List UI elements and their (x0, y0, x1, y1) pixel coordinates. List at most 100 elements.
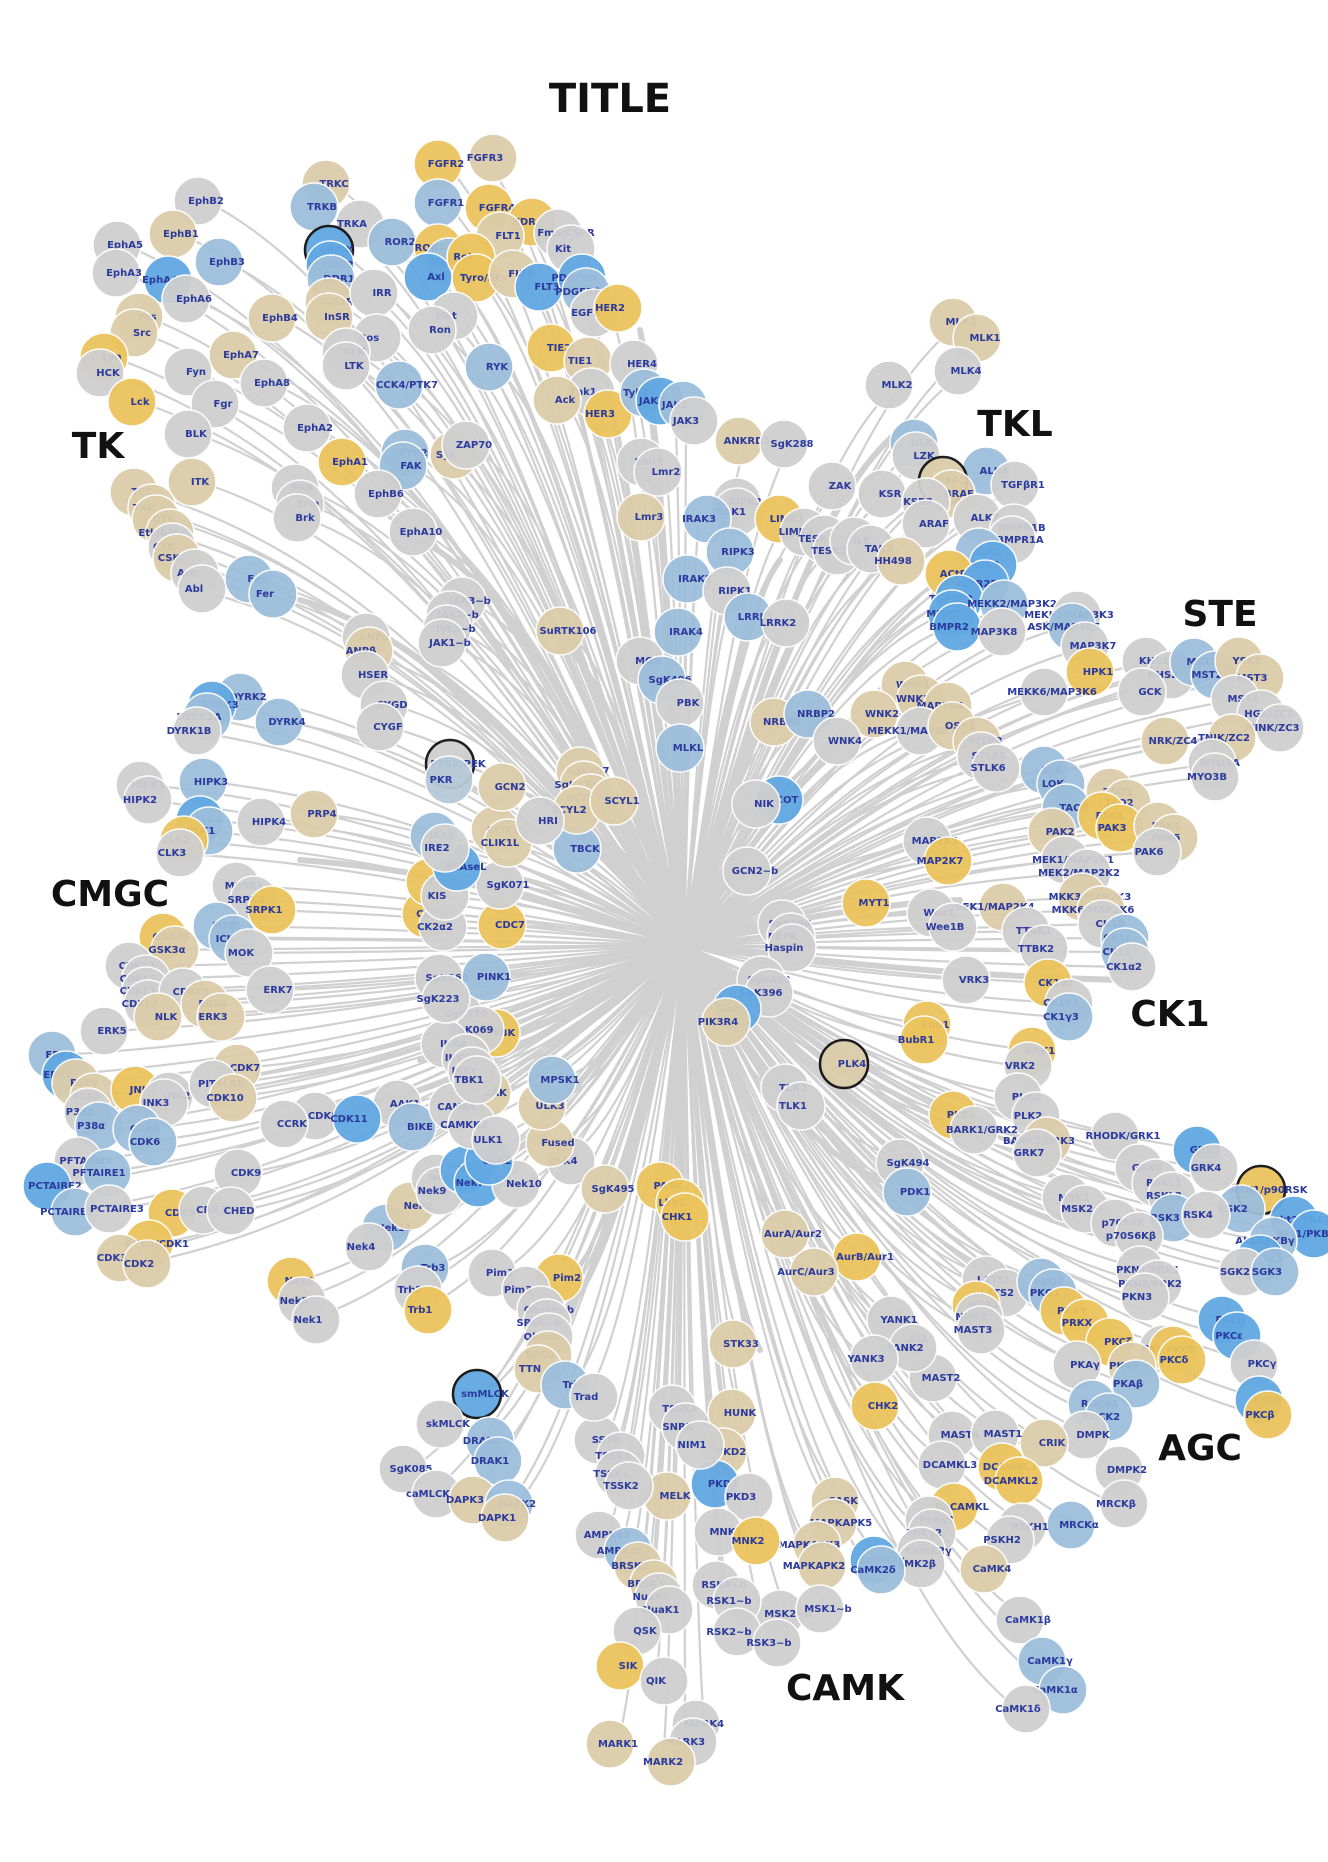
kinase-node: HIPK2 (123, 775, 173, 825)
tree-branch (53, 943, 686, 1188)
kinase-node: ERK7 (245, 965, 295, 1015)
kinase-circle (760, 1209, 810, 1259)
kinase-node: PLK4 (818, 1038, 870, 1090)
kinase-circle (355, 702, 405, 752)
kinase-label: SgK288 (771, 439, 814, 450)
tree-branch (571, 943, 686, 1387)
kinase-circle (417, 618, 467, 668)
kinase-circle (818, 1038, 870, 1090)
kinase-node: IRE2 (420, 823, 470, 873)
kinase-node: Abl (177, 564, 227, 614)
kinase-node: Trad (569, 1372, 619, 1422)
kinase-node: STLK6 (970, 743, 1021, 793)
kinase-label: SNRK (662, 1422, 694, 1433)
kinase-node: LRRK2 (760, 598, 811, 648)
kinase-label: KDR (512, 217, 536, 228)
kinase-node: SCYL1 (589, 776, 640, 826)
kinase-circle (388, 507, 438, 557)
kinase-label: RYK (486, 362, 509, 373)
kinase-label: SgK495 (592, 1184, 635, 1195)
kinase-circle (91, 248, 141, 298)
kinase-node: CaMK1δ (995, 1684, 1051, 1734)
kinase-node: MINK/ZC3 (1245, 703, 1305, 753)
tree-branch (682, 621, 780, 947)
kinase-circle (653, 607, 703, 657)
kinase-node: NIK (731, 779, 781, 829)
tree-branch (682, 943, 1057, 1692)
kinase-circle (421, 974, 471, 1024)
kinase-label: BLK (185, 429, 208, 440)
kinase-label: NIM1 (678, 1440, 707, 1451)
kinase-label: SRPK1 (246, 905, 283, 916)
kinase-label: FAK (400, 461, 422, 472)
kinase-label: ERK5 (97, 1026, 126, 1037)
kinase-node: VRK3 (941, 955, 991, 1005)
kinase-label: Lmr3 (635, 512, 664, 523)
tree-branch (682, 549, 831, 947)
kinase-label: PLK4 (838, 1059, 866, 1070)
kinase-node: CaMK2β (890, 1539, 946, 1589)
kinase-label: Nek11 (376, 1223, 412, 1234)
kinase-label: Nek7 (456, 1178, 485, 1189)
kinase-label: MAPKAPK2 (783, 1561, 846, 1572)
kinase-label: CCK4/PTK7 (376, 380, 438, 391)
tree-branch (584, 943, 686, 1399)
tree-branch (58, 943, 686, 1057)
kinase-label: TAK1 (865, 544, 894, 555)
kinase-circle (155, 828, 205, 878)
kinase-circle (461, 952, 511, 1002)
kinase-label: LRRK2 (760, 618, 797, 629)
kinase-label: MEKK2/MAP3K2 (967, 599, 1057, 610)
kinase-circle (403, 1285, 453, 1335)
kinase-circle (776, 1081, 826, 1131)
kinase-label: p70S6Kβ (1106, 1231, 1156, 1242)
kinase-circle (1107, 942, 1157, 992)
kinase-label: SEK1/MAP2K4 (955, 902, 1034, 913)
kinase-label: PCTAIRE3 (90, 1204, 144, 1215)
kinase-node: HIPK3 (178, 757, 228, 807)
tree-branch (682, 943, 1063, 1019)
kinase-circle (480, 1493, 530, 1543)
kinase-circle (247, 885, 297, 935)
kinase-label: FGFR1 (428, 198, 465, 209)
kinase-label: EGFR (571, 308, 601, 319)
kinase-label: SGK3 (1252, 1267, 1282, 1278)
kinase-label: JAK1 (638, 396, 665, 407)
kinase-node: MLK4 (933, 346, 983, 396)
kinase-circle (107, 377, 157, 427)
kinase-label: CDK9 (231, 1168, 261, 1179)
kinase-label: MLK1 (969, 333, 1000, 344)
kinase-label: BRAF (944, 489, 974, 500)
kinase-circle (977, 607, 1027, 657)
kinase-label: TAO3 (1059, 803, 1088, 814)
kinase-circle (206, 1186, 256, 1236)
kinase-label: ITK (191, 477, 211, 488)
kinase-circle (451, 1368, 503, 1420)
kinase-node: HER2 (593, 283, 643, 333)
kinase-label: IRAK3 (682, 514, 716, 525)
kinase-node: Axl (403, 252, 453, 302)
kinase-circle (1111, 1359, 1161, 1409)
kinase-node: ERK5 (79, 1006, 129, 1056)
kinase-circle (332, 1094, 382, 1144)
kinase-node: EphB3 (194, 237, 245, 287)
kinase-circle (167, 457, 217, 507)
kinase-node: PDK1 (882, 1167, 932, 1217)
kinase-circle (731, 1516, 781, 1566)
kinase-circle (161, 274, 211, 324)
kinase-label: TLK1 (779, 1101, 807, 1112)
kinase-circle (882, 1167, 932, 1217)
kinase-label: PCTAIRE2 (28, 1181, 82, 1192)
kinase-circle (701, 997, 751, 1047)
kinase-label: RSK2 (1218, 1204, 1248, 1215)
kinase-node: CK1γ3 (1043, 992, 1094, 1042)
kinase-circle (75, 348, 125, 398)
kinase-label: ALK4 (980, 466, 1009, 477)
kinase-circle (317, 437, 367, 487)
kinase-label: Pim2 (553, 1273, 581, 1284)
kinase-circle (995, 1595, 1045, 1645)
kinase-label: CaMK1δ (995, 1704, 1041, 1715)
kinase-label: Nek9 (418, 1186, 447, 1197)
kinase-label: MARK2 (643, 1757, 683, 1768)
kinase-label: VACAMKL (935, 1502, 990, 1513)
